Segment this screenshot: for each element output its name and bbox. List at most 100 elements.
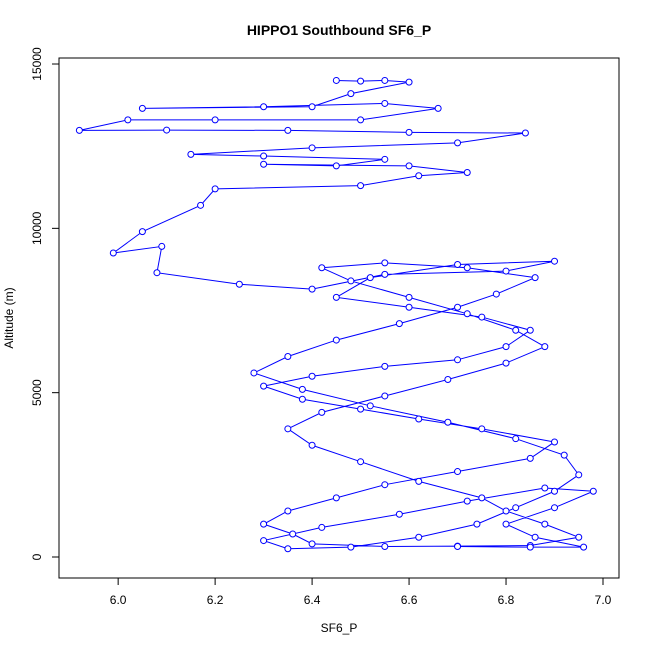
data-point bbox=[541, 484, 549, 492]
data-point bbox=[124, 116, 132, 124]
data-point bbox=[405, 293, 413, 301]
data-point bbox=[347, 90, 355, 98]
data-point bbox=[357, 182, 365, 190]
data-point bbox=[575, 533, 583, 541]
data-point bbox=[512, 504, 520, 512]
data-point bbox=[575, 471, 583, 479]
data-point bbox=[531, 533, 539, 541]
data-point bbox=[473, 520, 481, 528]
data-point bbox=[163, 126, 171, 134]
data-point bbox=[502, 267, 510, 275]
data-point bbox=[308, 285, 316, 293]
data-point bbox=[260, 152, 268, 160]
data-point bbox=[415, 533, 423, 541]
data-point bbox=[463, 264, 471, 272]
data-point bbox=[357, 77, 365, 85]
x-axis-label: SF6_P bbox=[321, 621, 358, 635]
data-point bbox=[381, 155, 389, 163]
y-tick-label: 15000 bbox=[30, 47, 44, 81]
data-point bbox=[454, 303, 462, 311]
data-point bbox=[366, 274, 374, 282]
data-point bbox=[551, 504, 559, 512]
data-point bbox=[318, 408, 326, 416]
y-tick-label: 0 bbox=[30, 553, 44, 560]
data-point bbox=[560, 451, 568, 459]
data-point bbox=[381, 259, 389, 267]
data-point bbox=[308, 441, 316, 449]
x-tick-label: 7.0 bbox=[595, 593, 612, 607]
data-point bbox=[284, 126, 292, 134]
data-line bbox=[79, 79, 594, 550]
data-point bbox=[531, 274, 539, 282]
data-point bbox=[357, 405, 365, 413]
data-point bbox=[235, 280, 243, 288]
data-point bbox=[405, 128, 413, 136]
data-point bbox=[308, 540, 316, 548]
data-point bbox=[158, 242, 166, 250]
data-point bbox=[332, 162, 340, 170]
data-point bbox=[454, 260, 462, 268]
data-point bbox=[138, 228, 146, 236]
data-point bbox=[502, 343, 510, 351]
data-point bbox=[332, 494, 340, 502]
data-point bbox=[357, 116, 365, 124]
data-point bbox=[541, 343, 549, 351]
data-point bbox=[318, 264, 326, 272]
data-point bbox=[381, 542, 389, 550]
data-point bbox=[260, 103, 268, 111]
data-point bbox=[211, 116, 219, 124]
data-point bbox=[187, 150, 195, 158]
y-tick-label: 5000 bbox=[30, 379, 44, 406]
data-point bbox=[395, 510, 403, 518]
x-tick-label: 6.0 bbox=[110, 593, 127, 607]
data-point bbox=[298, 395, 306, 403]
data-point bbox=[332, 336, 340, 344]
data-point bbox=[395, 320, 403, 328]
data-point bbox=[415, 172, 423, 180]
data-point bbox=[308, 144, 316, 152]
data-point bbox=[589, 487, 597, 495]
data-point bbox=[526, 326, 534, 334]
data-point bbox=[109, 249, 117, 257]
data-point bbox=[478, 313, 486, 321]
x-tick-label: 6.2 bbox=[207, 593, 224, 607]
data-point bbox=[260, 160, 268, 168]
data-point bbox=[289, 530, 297, 538]
data-point bbox=[197, 201, 205, 209]
data-point bbox=[415, 477, 423, 485]
data-point bbox=[405, 162, 413, 170]
data-point bbox=[478, 494, 486, 502]
data-point bbox=[502, 507, 510, 515]
x-tick-label: 6.8 bbox=[498, 593, 515, 607]
data-point bbox=[75, 126, 83, 134]
data-point bbox=[502, 520, 510, 528]
data-point bbox=[526, 543, 534, 551]
data-point bbox=[463, 310, 471, 318]
data-point bbox=[284, 353, 292, 361]
data-point bbox=[551, 257, 559, 265]
data-point bbox=[381, 76, 389, 84]
data-point bbox=[381, 99, 389, 107]
data-point bbox=[366, 402, 374, 410]
data-point bbox=[250, 369, 258, 377]
data-point bbox=[260, 537, 268, 545]
data-point bbox=[454, 468, 462, 476]
data-point bbox=[454, 542, 462, 550]
x-tick-label: 6.4 bbox=[304, 593, 321, 607]
data-point bbox=[357, 458, 365, 466]
data-point bbox=[153, 269, 161, 277]
y-tick-label: 10000 bbox=[30, 211, 44, 245]
data-point bbox=[444, 376, 452, 384]
data-point bbox=[405, 78, 413, 86]
data-point bbox=[332, 76, 340, 84]
data-point bbox=[512, 326, 520, 334]
data-point bbox=[318, 523, 326, 531]
chart-title: HIPPO1 Southbound SF6_P bbox=[247, 22, 431, 38]
data-point bbox=[434, 104, 442, 112]
data-point bbox=[260, 520, 268, 528]
data-point bbox=[260, 382, 268, 390]
data-point bbox=[284, 507, 292, 515]
data-point bbox=[454, 139, 462, 147]
